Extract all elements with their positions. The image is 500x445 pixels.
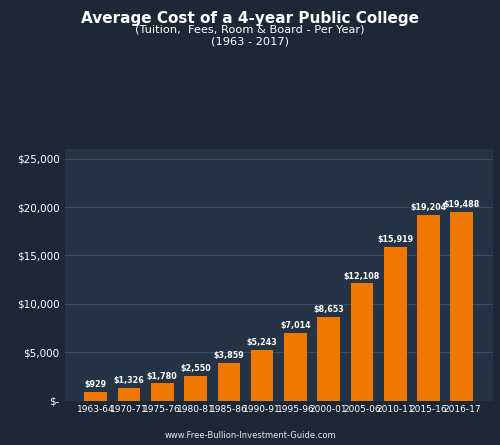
Text: $15,919: $15,919 <box>377 235 414 244</box>
Bar <box>184 376 207 400</box>
Text: $1,326: $1,326 <box>114 376 144 385</box>
Text: $929: $929 <box>84 380 107 389</box>
Bar <box>284 333 306 400</box>
Bar <box>350 283 373 401</box>
Text: $12,108: $12,108 <box>344 272 380 281</box>
Bar <box>84 392 107 401</box>
Bar <box>450 212 473 400</box>
Bar <box>251 350 274 401</box>
Bar <box>384 247 406 400</box>
Text: $3,859: $3,859 <box>214 352 244 360</box>
Text: www.Free-Bullion-Investment-Guide.com: www.Free-Bullion-Investment-Guide.com <box>164 431 336 440</box>
Text: $7,014: $7,014 <box>280 321 310 330</box>
Bar <box>118 388 141 400</box>
Text: (Tuition,  Fees, Room & Board - Per Year): (Tuition, Fees, Room & Board - Per Year) <box>135 24 365 34</box>
Text: $19,488: $19,488 <box>444 200 480 209</box>
Text: $8,653: $8,653 <box>314 305 344 314</box>
Text: $2,550: $2,550 <box>180 364 211 373</box>
Bar <box>318 317 340 400</box>
Bar <box>151 383 174 400</box>
Text: $1,780: $1,780 <box>147 372 178 380</box>
Bar <box>417 215 440 400</box>
Text: $19,204: $19,204 <box>410 203 446 212</box>
Text: Average Cost of a 4-year Public College: Average Cost of a 4-year Public College <box>81 11 419 26</box>
Text: $5,243: $5,243 <box>246 338 278 347</box>
Text: (1963 - 2017): (1963 - 2017) <box>211 36 289 46</box>
Bar <box>218 363 240 401</box>
